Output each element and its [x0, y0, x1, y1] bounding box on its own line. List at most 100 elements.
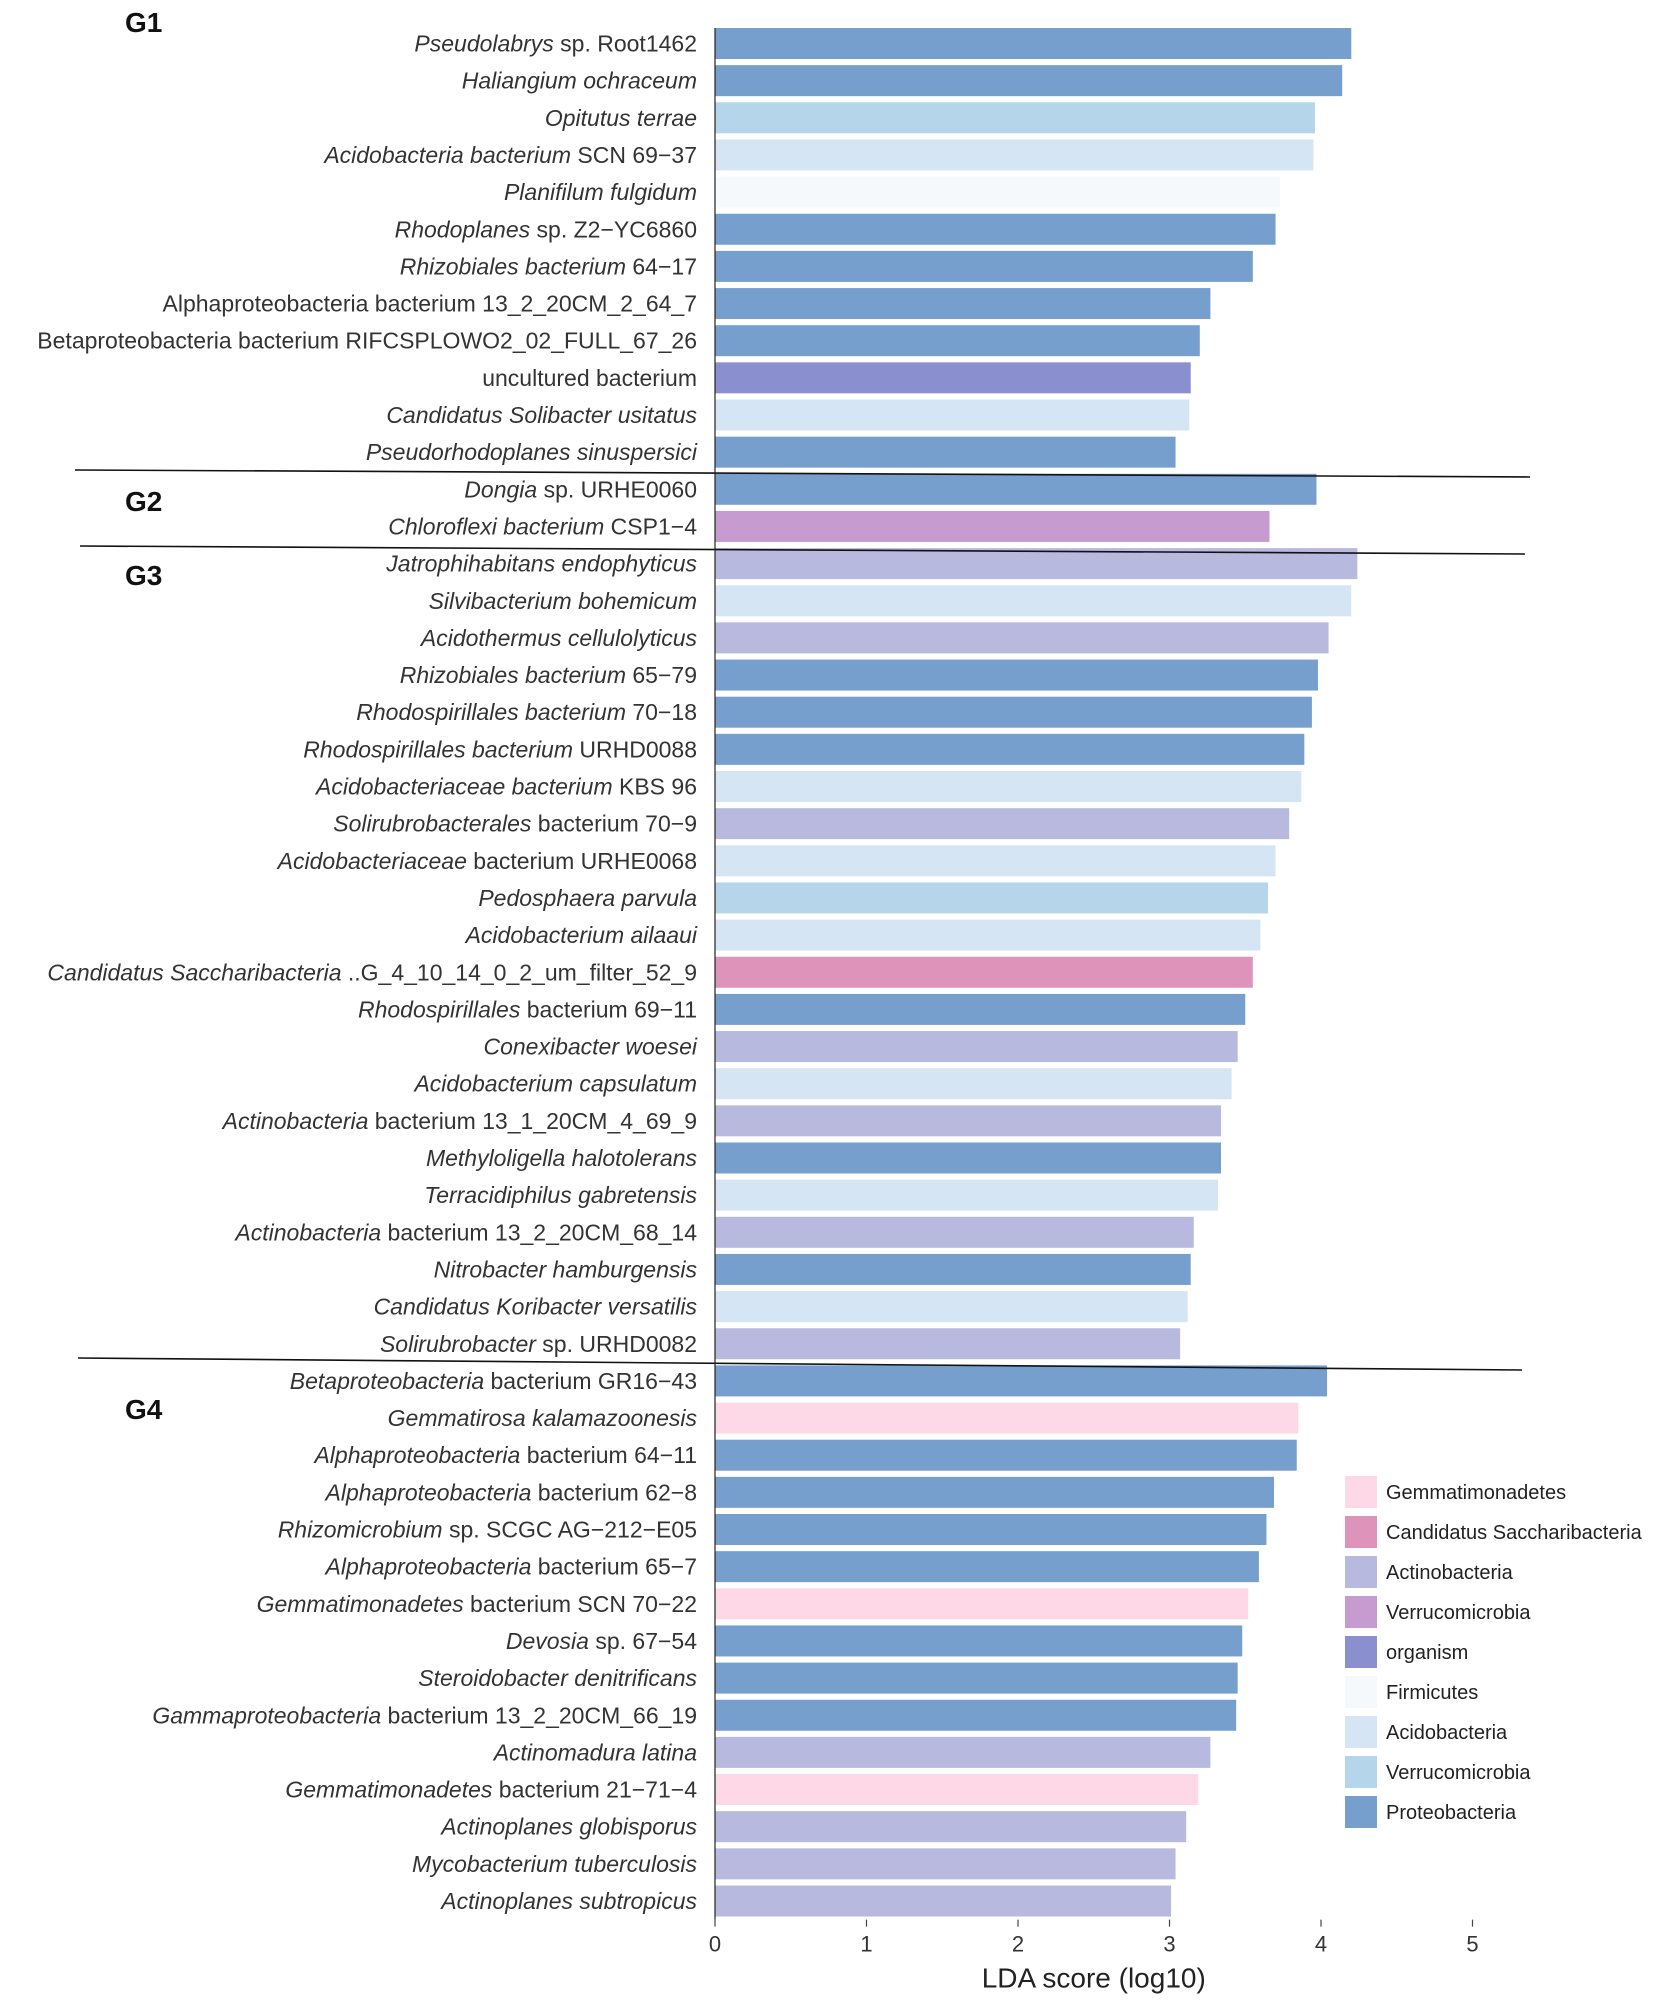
group-label-g4: G4 — [125, 1394, 163, 1425]
bar-label: Conexibacter woesei — [483, 1034, 697, 1060]
bar — [715, 473, 1317, 505]
group-dividers — [74, 469, 1531, 1371]
bar-label: Acidobacteriaceae bacterium KBS 96 — [314, 774, 697, 800]
legend-label: Verrucomicrobia — [1386, 1762, 1531, 1784]
bar-label: Rhizobiales bacterium 64−17 — [400, 253, 697, 279]
bar — [715, 1774, 1199, 1806]
bar-label: Actinoplanes subtropicus — [439, 1888, 697, 1914]
bar — [715, 1514, 1267, 1545]
legend-label: Verrucomicrobia — [1386, 1602, 1531, 1624]
legend-label: organism — [1386, 1642, 1468, 1664]
bar-label: Terracidiphilus gabretensis — [424, 1182, 697, 1208]
bar — [715, 1365, 1328, 1397]
bar-label: Rhodospirillales bacterium 70−18 — [356, 699, 697, 725]
group-divider-2 — [79, 545, 1526, 555]
bar-label: Pedosphaera parvula — [478, 885, 697, 911]
bar-label: Alphaproteobacteria bacterium 62−8 — [324, 1479, 697, 1505]
legend-label: Proteobacteria — [1386, 1802, 1517, 1824]
legend-swatch — [1345, 1796, 1377, 1828]
legend-label: Gemmatimonadetes — [1386, 1482, 1566, 1504]
bar — [715, 139, 1314, 171]
bar-label: Betaproteobacteria bacterium RIFCSPLOWO2… — [37, 328, 697, 354]
bar-label: Solirubrobacter sp. URHD0082 — [380, 1331, 697, 1357]
legend-swatch — [1345, 1516, 1377, 1548]
bar — [715, 436, 1176, 468]
bar — [715, 1291, 1188, 1323]
bar — [715, 510, 1270, 542]
bar — [715, 622, 1329, 654]
legend-swatch — [1345, 1636, 1377, 1668]
bar — [715, 1105, 1222, 1137]
bar — [715, 1179, 1218, 1211]
legend: Gemmatimonadetes Candidatus Saccharibacte… — [1345, 1476, 1643, 1828]
legend-label: Firmicutes — [1386, 1682, 1478, 1704]
legend-swatch — [1345, 1556, 1377, 1588]
bar-label: Nitrobacter hamburgensis — [434, 1256, 698, 1282]
bar-label: Acidobacterium ailaaui — [464, 922, 698, 948]
bar — [715, 399, 1190, 431]
bar-label: Alphaproteobacteria bacterium 64−11 — [312, 1442, 697, 1468]
bar-label: Opitutus terrae — [545, 105, 697, 131]
bar — [715, 1476, 1275, 1508]
legend-swatch — [1345, 1756, 1377, 1788]
bar — [715, 956, 1253, 988]
bar-label: Acidobacteria bacterium SCN 69−37 — [322, 142, 697, 168]
bar — [715, 733, 1305, 765]
bar-label: Candidatus Saccharibacteria ..G_4_10_14_… — [47, 959, 697, 985]
group-label-g2: G2 — [125, 486, 162, 517]
bar-label: Solirubrobacterales bacterium 70−9 — [333, 811, 697, 837]
bar-label: Actinobacteria bacterium 13_2_20CM_68_14 — [233, 1219, 697, 1245]
bar-label: Rhizomicrobium sp. SCGC AG−212−E05 — [278, 1517, 697, 1543]
bar — [715, 1625, 1243, 1657]
bar-label: Actinobacteria bacterium 13_1_20CM_4_69_… — [221, 1108, 697, 1134]
x-tick-label: 2 — [1012, 1932, 1024, 1957]
bar-label: Gemmatimonadetes bacterium SCN 70−22 — [257, 1591, 697, 1617]
bar — [715, 1699, 1237, 1731]
bar — [715, 250, 1253, 282]
bar-label: Gemmatimonadetes bacterium 21−71−4 — [285, 1777, 697, 1803]
bar-label: Rhodospirillales bacterium 69−11 — [358, 996, 697, 1022]
bar — [715, 845, 1276, 877]
bar-label: Rhodoplanes sp. Z2−YC6860 — [395, 216, 697, 242]
bar-label: Planifilum fulgidum — [504, 179, 697, 205]
bar-label: Betaproteobacteria bacterium GR16−43 — [290, 1368, 697, 1394]
bar — [715, 1736, 1211, 1768]
bar — [715, 1142, 1222, 1174]
x-axis-title: LDA score (log10) — [982, 1963, 1206, 1994]
legend-swatch — [1345, 1596, 1377, 1628]
bar — [715, 696, 1312, 728]
bar-label: Candidatus Koribacter versatilis — [374, 1294, 698, 1320]
legend-label: Actinobacteria — [1386, 1562, 1514, 1584]
group-divider-1 — [74, 469, 1531, 478]
bar-label: Rhodospirillales bacterium URHD0088 — [303, 736, 697, 762]
bar — [715, 288, 1211, 320]
bar — [715, 28, 1352, 59]
bar — [715, 585, 1352, 617]
bar — [715, 213, 1276, 245]
group-labels: G1 G2 G3 G4 — [125, 7, 163, 1425]
group-label-g1: G1 — [125, 7, 162, 38]
legend-label: Acidobacteria — [1386, 1722, 1508, 1744]
bar — [715, 1253, 1191, 1285]
bar — [715, 102, 1315, 134]
x-tick-label: 0 — [709, 1932, 721, 1957]
labels-layer: Pseudolabrys sp. Root1462 Haliangium ochr… — [37, 31, 698, 1915]
bar — [715, 771, 1302, 802]
bar-label: Steroidobacter denitrificans — [418, 1665, 697, 1691]
bar — [715, 1662, 1238, 1694]
bar — [715, 325, 1200, 357]
legend-swatch — [1345, 1476, 1377, 1508]
x-tick-label: 1 — [860, 1932, 872, 1957]
group-label-g3: G3 — [125, 560, 162, 591]
bar — [715, 362, 1191, 394]
bar — [715, 1216, 1194, 1248]
bar-label: uncultured bacterium — [482, 365, 697, 391]
x-tick-label: 4 — [1315, 1932, 1327, 1957]
bar-label: Silvibacterium bohemicum — [429, 588, 697, 614]
bar-label: Gemmatirosa kalamazoonesis — [388, 1405, 698, 1431]
bar-label: Acidobacteriaceae bacterium URHE0068 — [276, 848, 697, 874]
bar-label: Pseudolabrys sp. Root1462 — [414, 31, 697, 57]
bar-label: Rhizobiales bacterium 65−79 — [400, 662, 697, 688]
bar-label: Methyloligella halotolerans — [426, 1145, 698, 1171]
